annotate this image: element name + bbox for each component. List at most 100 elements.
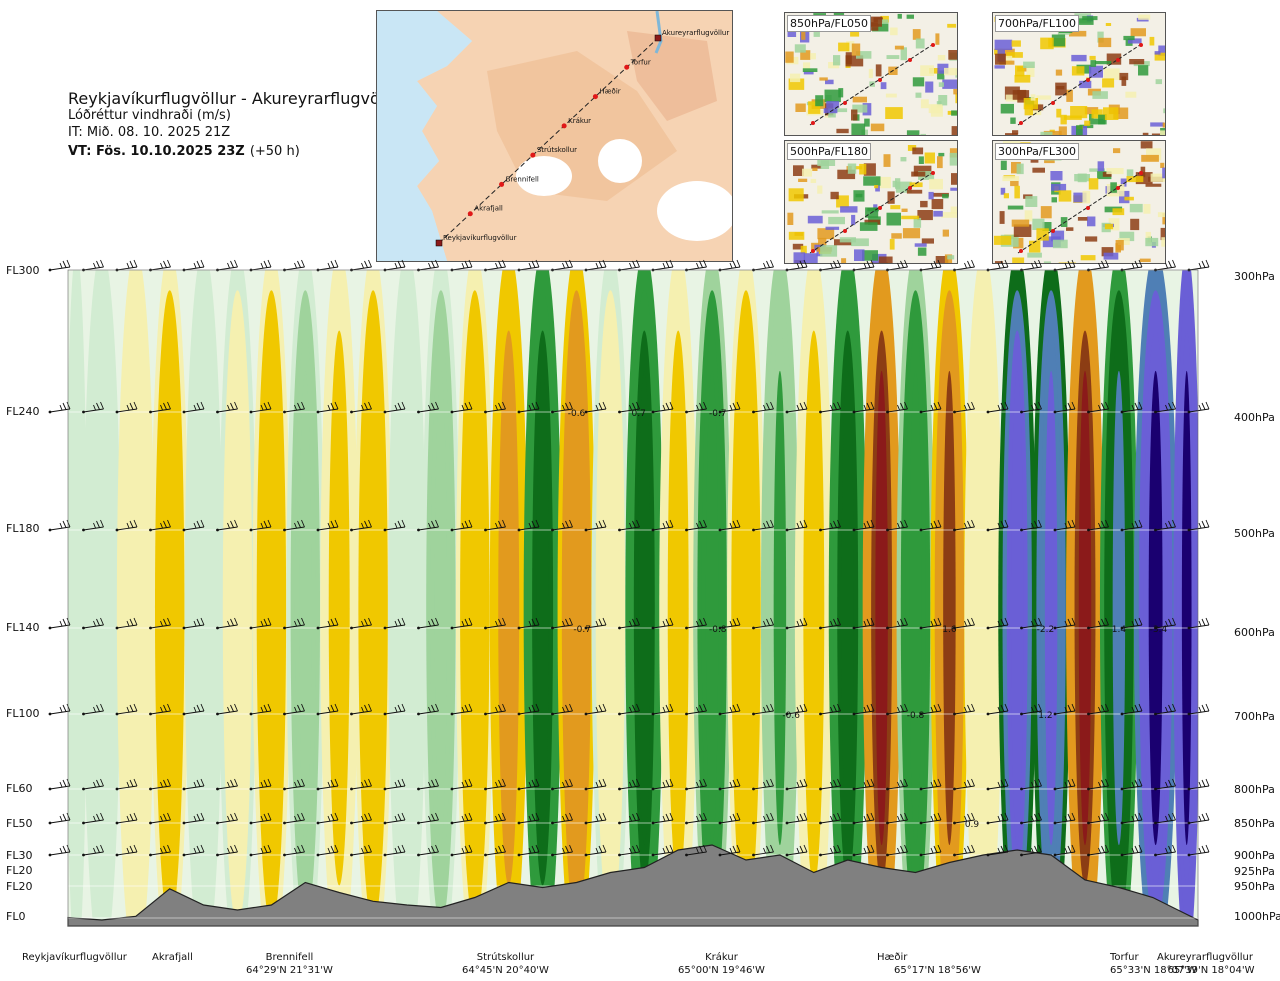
map-station: Akureyrarflugvöllur [654, 29, 729, 42]
wind-barb [82, 617, 104, 630]
route-map[interactable]: Akureyrarflugvöllur Torfur Hæðir Krákur Strú… [376, 10, 733, 262]
wind-barb [82, 844, 104, 857]
loc-akureyri: Akureyrarflugvöllur 65°39'N 18°04'W [1157, 951, 1254, 977]
hpa-label-900: 900hPa [1234, 849, 1275, 862]
wind-barb [651, 617, 674, 630]
panel-cell [1129, 59, 1145, 65]
wind-barb [249, 617, 272, 630]
panel-cell [938, 152, 945, 157]
panel-cell [1103, 68, 1120, 80]
panel-cell [1080, 255, 1096, 261]
panel-cell [826, 101, 840, 109]
wind-barb [819, 778, 841, 791]
wind-barb [819, 844, 841, 857]
wind-barb [1187, 844, 1210, 857]
level-panel-500[interactable]: 500hPa/FL180 [784, 140, 958, 264]
wind-barb [752, 617, 774, 630]
wind-barb [48, 844, 71, 857]
panel-cell [1013, 224, 1032, 237]
level-panel-850[interactable]: 850hPa/FL050 [784, 12, 958, 136]
panel-cell [887, 191, 895, 204]
panel-cell [821, 210, 839, 214]
panel-route-point [1116, 186, 1120, 190]
terrain-profile [67, 844, 1199, 927]
loc-reykjavik-name: Reykjavíkurflugvöllur [22, 952, 127, 963]
panel-cell [828, 216, 845, 225]
panel-cell [793, 252, 806, 263]
panel-cell [1051, 183, 1067, 191]
panel-cell [1085, 236, 1098, 242]
panel-cell [948, 50, 957, 60]
panel-cell [885, 107, 903, 119]
panel-cell [847, 163, 857, 174]
panel-cell [938, 82, 944, 87]
panel-cell [1012, 90, 1030, 100]
lead-time: (+50 h) [249, 144, 300, 159]
panel-cell [1149, 36, 1155, 46]
wind-barb [1154, 703, 1176, 716]
contour-label: -0.8 [907, 711, 925, 721]
loc-akureyri-name: Akureyrarflugvöllur [1157, 952, 1254, 963]
panel-cell [942, 194, 949, 199]
wind-barb [1187, 519, 1210, 532]
loc-torfur-name: Torfur [1110, 952, 1139, 963]
wind-barb [1087, 703, 1109, 716]
level-panel-300[interactable]: 300hPa/FL300 [992, 140, 1166, 264]
velocity-band [671, 370, 685, 846]
wind-barb [1187, 703, 1210, 716]
panel-cell [1102, 172, 1112, 177]
panel-cell [1142, 132, 1149, 135]
panel-cell [815, 95, 824, 107]
panel-route-line [1017, 170, 1144, 254]
wind-barb [919, 844, 942, 857]
wind-barb [249, 812, 272, 825]
panel-cell [890, 27, 898, 36]
wind-barb [316, 778, 339, 791]
wind-barb [383, 519, 406, 532]
contour-label: -0.8 [709, 625, 727, 635]
wind-barb [953, 844, 975, 857]
panel-cell [1032, 167, 1045, 173]
hpa-label-600: 600hPa [1234, 626, 1275, 639]
wind-barb [1187, 617, 1210, 630]
panel-route-point [811, 121, 815, 125]
wind-barb [819, 617, 841, 630]
panel-cell [1089, 168, 1105, 172]
panel-cell [875, 185, 880, 192]
wind-barb [115, 401, 138, 414]
wind-barb [785, 778, 808, 791]
wind-barb [316, 812, 339, 825]
panel-cell [935, 256, 949, 263]
velocity-band [1148, 370, 1163, 846]
wind-barb [953, 703, 975, 716]
panel-cell [951, 110, 957, 116]
panel-cell [1162, 213, 1165, 225]
wind-barb [651, 844, 674, 857]
wind-barb [819, 519, 841, 532]
wind-barb [149, 703, 171, 716]
wind-barb [283, 259, 305, 272]
velocity-band [197, 370, 210, 846]
loc-brennifell-coord: 64°29'N 21°31'W [246, 965, 333, 976]
plot-frame [67, 269, 1199, 927]
panel-cell [949, 152, 957, 166]
panel-cell [874, 185, 879, 189]
panel-cell [798, 178, 808, 182]
panel-cell [1076, 125, 1083, 135]
wind-barb [1020, 812, 1042, 825]
panel-cell [1130, 28, 1146, 37]
wind-barb [1020, 703, 1042, 716]
panel-cell [1012, 257, 1025, 263]
panel-route-point [843, 101, 847, 105]
panel-cell [1055, 82, 1067, 96]
wind-barb [1120, 812, 1143, 825]
wind-barb [919, 519, 942, 532]
vertical-velocity-field [68, 270, 1198, 926]
panel-cell [999, 60, 1015, 65]
panel-cell [824, 114, 831, 118]
level-panel-700[interactable]: 700hPa/FL100 [992, 12, 1166, 136]
panel-cell [1101, 247, 1114, 257]
panel-cell [909, 182, 923, 188]
wind-barb [517, 519, 540, 532]
wind-barb [785, 703, 808, 716]
